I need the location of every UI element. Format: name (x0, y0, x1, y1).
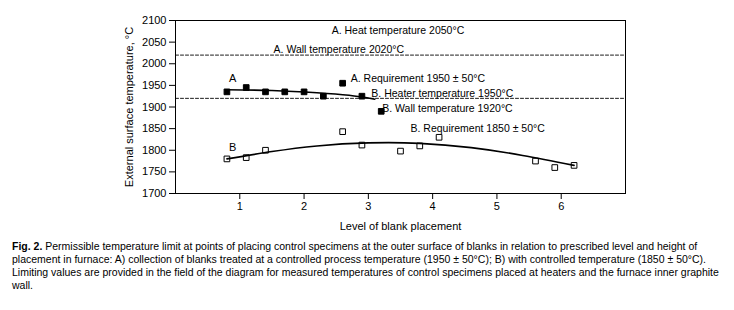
svg-text:6: 6 (558, 200, 564, 212)
svg-text:B: B (229, 141, 236, 153)
svg-text:External surface temperature,: External surface temperature, °C (123, 27, 135, 187)
svg-text:1800: 1800 (142, 144, 166, 156)
svg-text:1950: 1950 (142, 79, 166, 91)
svg-text:1750: 1750 (142, 165, 166, 177)
svg-text:3: 3 (365, 200, 371, 212)
svg-text:A: A (229, 72, 237, 84)
svg-text:4: 4 (430, 200, 436, 212)
svg-text:2050: 2050 (142, 36, 166, 48)
svg-text:B. Heater temperature 1950°C: B. Heater temperature 1950°C (371, 87, 513, 99)
svg-text:A. Wall temperature 2020°C: A. Wall temperature 2020°C (274, 43, 405, 55)
svg-text:5: 5 (494, 200, 500, 212)
html-text:Fig. 2. Permissible temperatur: Fig. 2. Permissible temperature limit at… (12, 240, 719, 291)
svg-text:1850: 1850 (142, 122, 166, 134)
svg-text:2100: 2100 (142, 14, 166, 26)
svg-text:2000: 2000 (142, 57, 166, 69)
svg-text:B. Wall temperature 1920°C: B. Wall temperature 1920°C (382, 102, 513, 114)
svg-text:1: 1 (237, 200, 243, 212)
svg-text:B. Requirement 1850 ± 50°C: B. Requirement 1850 ± 50°C (410, 122, 545, 134)
svg-text:Level of blank placement: Level of blank placement (340, 220, 462, 232)
svg-text:1700: 1700 (142, 187, 166, 199)
svg-text:2: 2 (301, 200, 307, 212)
svg-text:A. Requirement 1950 ± 50°C: A. Requirement 1950 ± 50°C (351, 72, 486, 84)
svg-text:1900: 1900 (142, 101, 166, 113)
svg-text:A. Heat temperature 2050°C: A. Heat temperature 2050°C (332, 24, 465, 36)
